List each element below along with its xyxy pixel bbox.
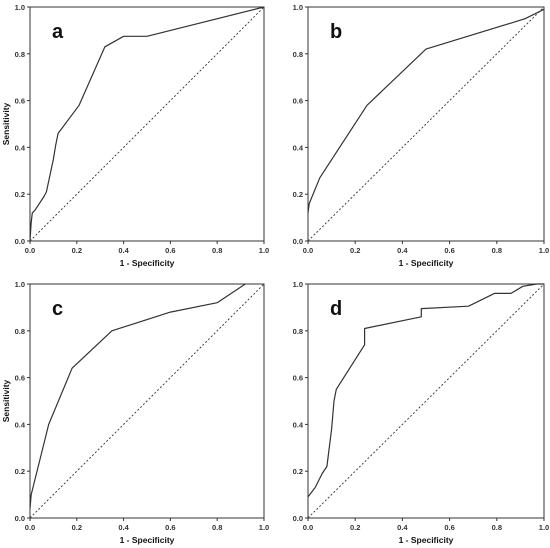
x-axis-label: 1 - Specificity bbox=[120, 535, 175, 545]
y-tick-label: 0.4 bbox=[15, 420, 26, 429]
y-tick-label: 0.0 bbox=[15, 237, 25, 246]
x-tick-label: 0.6 bbox=[444, 246, 454, 255]
x-axis-label: 1 - Specificity bbox=[399, 535, 454, 545]
plot-frame bbox=[307, 283, 545, 519]
panel-label: d bbox=[330, 298, 342, 320]
reference-diagonal-line bbox=[307, 6, 545, 242]
x-tick-label: 0.8 bbox=[212, 523, 222, 532]
y-axis-label: Sensitivity bbox=[1, 379, 11, 422]
x-tick-label: 0.0 bbox=[25, 246, 35, 255]
y-tick-label: 0.2 bbox=[293, 190, 303, 199]
x-tick-label: 0.4 bbox=[118, 523, 129, 532]
x-tick-label: 0.0 bbox=[303, 246, 313, 255]
y-tick-label: 0.8 bbox=[293, 50, 303, 59]
y-tick-label: 0.8 bbox=[293, 327, 303, 336]
y-tick-label: 0.2 bbox=[15, 190, 25, 199]
y-tick-label: 0.0 bbox=[293, 237, 303, 246]
y-tick-label: 1.0 bbox=[293, 280, 303, 289]
plot-frame bbox=[29, 6, 265, 242]
y-tick-label: 1.0 bbox=[293, 3, 303, 12]
x-tick-label: 0.8 bbox=[492, 246, 502, 255]
y-tick-label: 1.0 bbox=[15, 280, 25, 289]
x-tick-label: 1.0 bbox=[539, 523, 549, 532]
reference-diagonal-line bbox=[29, 283, 265, 519]
x-tick-label: 0.6 bbox=[444, 523, 454, 532]
x-tick-label: 0.2 bbox=[350, 523, 360, 532]
chart-panel-a: 0.0 0.2 0.4 0.6 0.8 1.0 0.0 0.2 0.4 0.6 0.8 1.0 1 - … bbox=[1, 3, 269, 268]
y-tick-label: 0.0 bbox=[15, 514, 25, 523]
chart-panel-d: 0.0 0.2 0.4 0.6 0.8 1.0 0.0 0.2 0.4 0.6 0.8 1.0 1 - … bbox=[293, 280, 550, 545]
panel-label: b bbox=[330, 21, 342, 43]
y-tick-label: 0.6 bbox=[293, 97, 303, 106]
y-tick-label: 0.2 bbox=[293, 467, 303, 476]
x-tick-label: 1.0 bbox=[259, 523, 269, 532]
y-tick-label: 1.0 bbox=[15, 3, 25, 12]
roc-curve-line bbox=[29, 283, 246, 509]
y-tick-label: 0.0 bbox=[293, 514, 303, 523]
y-tick-label: 0.4 bbox=[293, 420, 304, 429]
x-tick-label: 0.0 bbox=[303, 523, 313, 532]
reference-diagonal-line bbox=[307, 283, 545, 519]
y-tick-label: 0.8 bbox=[15, 50, 25, 59]
x-tick-label: 0.8 bbox=[492, 523, 502, 532]
x-tick-label: 0.4 bbox=[397, 523, 408, 532]
chart-panel-b: 0.0 0.2 0.4 0.6 0.8 1.0 0.0 0.2 0.4 0.6 0.8 1.0 1 - … bbox=[293, 3, 550, 268]
x-tick-label: 0.2 bbox=[72, 246, 82, 255]
x-tick-label: 0.2 bbox=[350, 246, 360, 255]
x-tick-label: 0.6 bbox=[165, 246, 175, 255]
panel-label: c bbox=[52, 298, 63, 320]
chart-panel-c: 0.0 0.2 0.4 0.6 0.8 1.0 0.0 0.2 0.4 0.6 0.8 1.0 1 - … bbox=[1, 280, 269, 545]
panel-label: a bbox=[52, 21, 64, 43]
x-axis-label: 1 - Specificity bbox=[120, 258, 175, 268]
x-tick-label: 0.2 bbox=[72, 523, 82, 532]
x-tick-label: 0.4 bbox=[397, 246, 408, 255]
y-axis-label: Sensitivity bbox=[1, 102, 11, 145]
y-tick-label: 0.4 bbox=[293, 143, 304, 152]
x-tick-label: 1.0 bbox=[259, 246, 269, 255]
y-tick-label: 0.2 bbox=[15, 467, 25, 476]
roc-curve-line bbox=[307, 283, 544, 498]
plot-frame bbox=[29, 283, 265, 519]
reference-diagonal-line bbox=[29, 6, 265, 242]
plot-frame bbox=[307, 6, 545, 242]
x-tick-label: 0.6 bbox=[165, 523, 175, 532]
roc-curve-line bbox=[307, 8, 545, 213]
y-tick-label: 0.8 bbox=[15, 327, 25, 336]
x-tick-label: 0.4 bbox=[118, 246, 129, 255]
roc-curve-line bbox=[29, 6, 265, 242]
x-tick-label: 1.0 bbox=[539, 246, 549, 255]
x-axis-label: 1 - Specificity bbox=[399, 258, 454, 268]
x-tick-label: 0.0 bbox=[25, 523, 35, 532]
y-tick-label: 0.6 bbox=[293, 374, 303, 383]
y-tick-label: 0.6 bbox=[15, 374, 25, 383]
x-tick-label: 0.8 bbox=[212, 246, 222, 255]
y-tick-label: 0.6 bbox=[15, 97, 25, 106]
y-tick-label: 0.4 bbox=[15, 143, 26, 152]
